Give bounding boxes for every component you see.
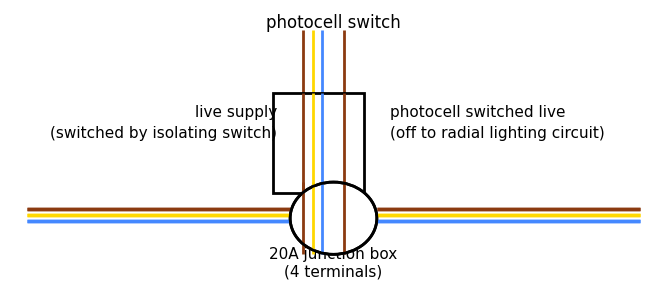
Bar (273, 93, 364, 193)
Text: (switched by isolating switch): (switched by isolating switch) (50, 126, 277, 141)
Text: photocell switch: photocell switch (266, 14, 401, 32)
Text: 20A junction box: 20A junction box (269, 247, 398, 262)
Text: (4 terminals): (4 terminals) (284, 265, 383, 280)
Text: photocell switched live: photocell switched live (390, 105, 566, 120)
Text: live supply: live supply (195, 105, 277, 120)
Ellipse shape (290, 182, 377, 254)
Text: (off to radial lighting circuit): (off to radial lighting circuit) (390, 126, 605, 141)
